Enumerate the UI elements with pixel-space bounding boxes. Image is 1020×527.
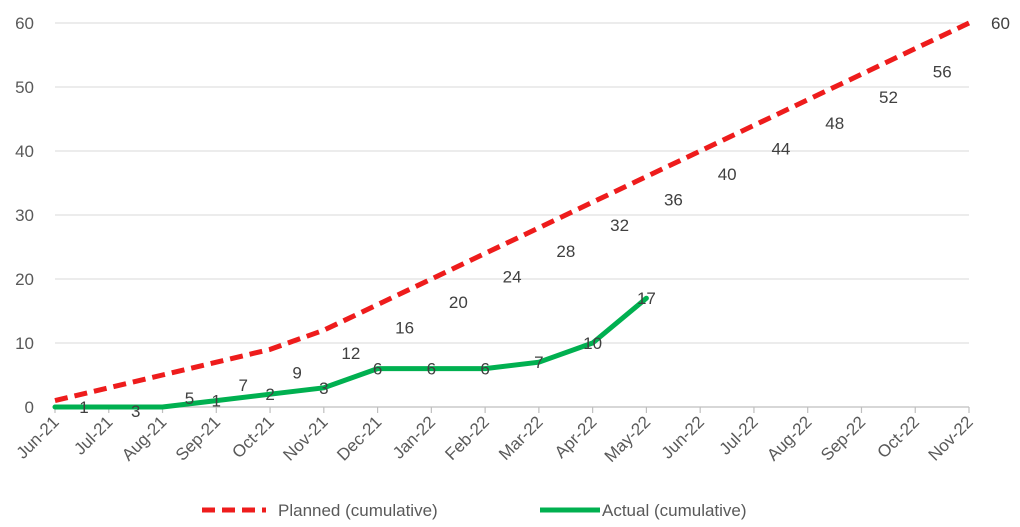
planned-data-label: 12 [341,344,360,363]
y-tick-label: 0 [25,398,34,417]
planned-data-label: 24 [503,267,522,286]
actual-data-label: 6 [480,360,489,379]
actual-data-label: 17 [637,289,656,308]
planned-data-label: 28 [556,242,575,261]
gridlines [55,22,969,344]
x-tick-label: Aug-22 [763,412,815,464]
x-tick-label: Mar-22 [495,412,547,464]
x-tick-label: Sep-21 [172,412,224,464]
x-tick-label: Feb-22 [441,412,493,464]
actual-data-label: 6 [427,360,436,379]
legend-label-planned: Planned (cumulative) [278,501,438,520]
planned-data-label: 3 [131,402,140,421]
y-axis: 0 10 20 30 40 50 60 [15,14,34,417]
actual-data-label: 1 [212,392,221,411]
planned-data-label: 56 [933,63,952,82]
y-tick-label: 20 [15,270,34,289]
legend-label-actual: Actual (cumulative) [602,501,747,520]
planned-data-label: 16 [395,319,414,338]
y-tick-label: 50 [15,78,34,97]
x-tick-label: Nov-21 [279,412,331,464]
actual-data-label: 6 [373,360,382,379]
planned-series-line [54,20,971,404]
x-tick-label: Dec-21 [333,412,385,464]
planned-data-label: 44 [771,139,790,158]
actual-data-label: 10 [583,334,602,353]
x-tick-label: Jan-22 [389,412,439,462]
x-tick-labels: Jun-21 Jul-21 Aug-21 Sep-21 Oct-21 Nov-21 Dec-… [13,412,977,466]
x-tick-label: Oct-22 [874,412,924,462]
actual-data-label: 3 [319,379,328,398]
y-tick-label: 10 [15,334,34,353]
x-tick-label: Apr-22 [551,412,601,462]
planned-data-label: 9 [292,363,301,382]
planned-data-label: 52 [879,88,898,107]
x-tick-label: Jun-21 [13,412,63,462]
x-tick-label: Jun-22 [658,412,708,462]
x-tick-label: Aug-21 [118,412,170,464]
y-tick-label: 30 [15,206,34,225]
planned-data-label: 32 [610,216,629,235]
series-lines [52,20,971,410]
actual-data-label: 7 [534,353,543,372]
x-tick-label: Jul-21 [70,412,116,458]
actual-series-line [52,295,649,410]
legend: Planned (cumulative) Actual (cumulative) [202,501,747,520]
x-axis [54,406,970,413]
planned-data-label: 40 [718,165,737,184]
planned-data-label: 36 [664,191,683,210]
y-tick-label: 60 [15,14,34,33]
planned-data-label: 5 [185,389,194,408]
planned-data-label: 48 [825,114,844,133]
actual-data-label: 1 [79,398,88,417]
planned-data-label: 20 [449,293,468,312]
x-tick-label: Oct-21 [228,412,278,462]
actual-data-label: 2 [265,385,274,404]
x-tick-label: Nov-22 [925,412,977,464]
x-tick-label: Jul-22 [716,412,762,458]
x-tick-label: Sep-22 [817,412,869,464]
planned-data-label: 7 [239,376,248,395]
x-tick-label: May-22 [601,412,655,466]
planned-data-label: 60 [991,14,1010,33]
y-tick-label: 40 [15,142,34,161]
